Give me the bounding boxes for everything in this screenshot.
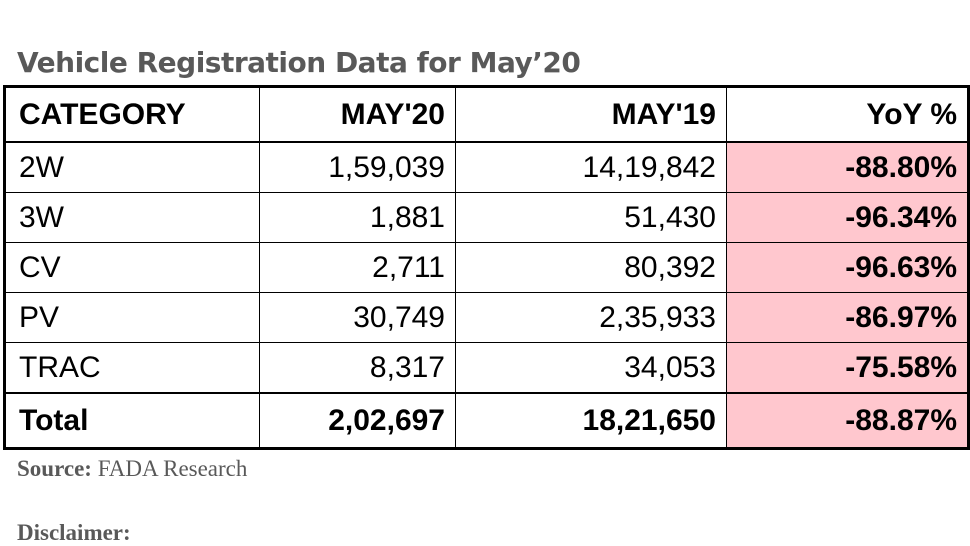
total-may20-cell: 2,02,697	[259, 392, 456, 449]
page-title: Vehicle Registration Data for May’20	[17, 46, 581, 79]
table-total-row: Total 2,02,697 18,21,650 -88.87%	[4, 392, 969, 449]
total-label-cell: Total	[4, 392, 260, 449]
may20-cell: 30,749	[259, 292, 456, 343]
total-may19-cell: 18,21,650	[455, 392, 727, 449]
may19-cell: 34,053	[455, 342, 727, 394]
header-yoy: YoY %	[726, 86, 969, 143]
total-yoy-cell: -88.87%	[726, 392, 969, 449]
may19-cell: 80,392	[455, 242, 727, 293]
yoy-cell: -96.34%	[726, 192, 969, 243]
header-may20: MAY'20	[259, 86, 456, 143]
table-row: CV 2,711 80,392 -96.63%	[4, 242, 969, 293]
table-row: TRAC 8,317 34,053 -75.58%	[4, 342, 969, 394]
source-note: Source: FADA Research	[17, 456, 247, 482]
may19-cell: 2,35,933	[455, 292, 727, 343]
yoy-cell: -75.58%	[726, 342, 969, 394]
table-row: 3W 1,881 51,430 -96.34%	[4, 192, 969, 243]
category-cell: 2W	[4, 141, 260, 193]
yoy-cell: -86.97%	[726, 292, 969, 343]
table-row: PV 30,749 2,35,933 -86.97%	[4, 292, 969, 343]
category-cell: PV	[4, 292, 260, 343]
source-label: Source:	[17, 456, 92, 481]
may19-cell: 51,430	[455, 192, 727, 243]
category-cell: TRAC	[4, 342, 260, 394]
may20-cell: 2,711	[259, 242, 456, 293]
category-cell: 3W	[4, 192, 260, 243]
table-row: 2W 1,59,039 14,19,842 -88.80%	[4, 141, 969, 193]
registration-table: CATEGORY MAY'20 MAY'19 YoY % 2W 1,59,039…	[3, 85, 970, 450]
header-category: CATEGORY	[4, 86, 260, 143]
disclaimer-heading: Disclaimer:	[17, 520, 131, 545]
may19-cell: 14,19,842	[455, 141, 727, 193]
table-header-row: CATEGORY MAY'20 MAY'19 YoY %	[4, 86, 969, 143]
header-may19: MAY'19	[455, 86, 727, 143]
may20-cell: 8,317	[259, 342, 456, 394]
yoy-cell: -96.63%	[726, 242, 969, 293]
yoy-cell: -88.80%	[726, 141, 969, 193]
may20-cell: 1,881	[259, 192, 456, 243]
source-value: FADA Research	[97, 456, 248, 481]
may20-cell: 1,59,039	[259, 141, 456, 193]
category-cell: CV	[4, 242, 260, 293]
